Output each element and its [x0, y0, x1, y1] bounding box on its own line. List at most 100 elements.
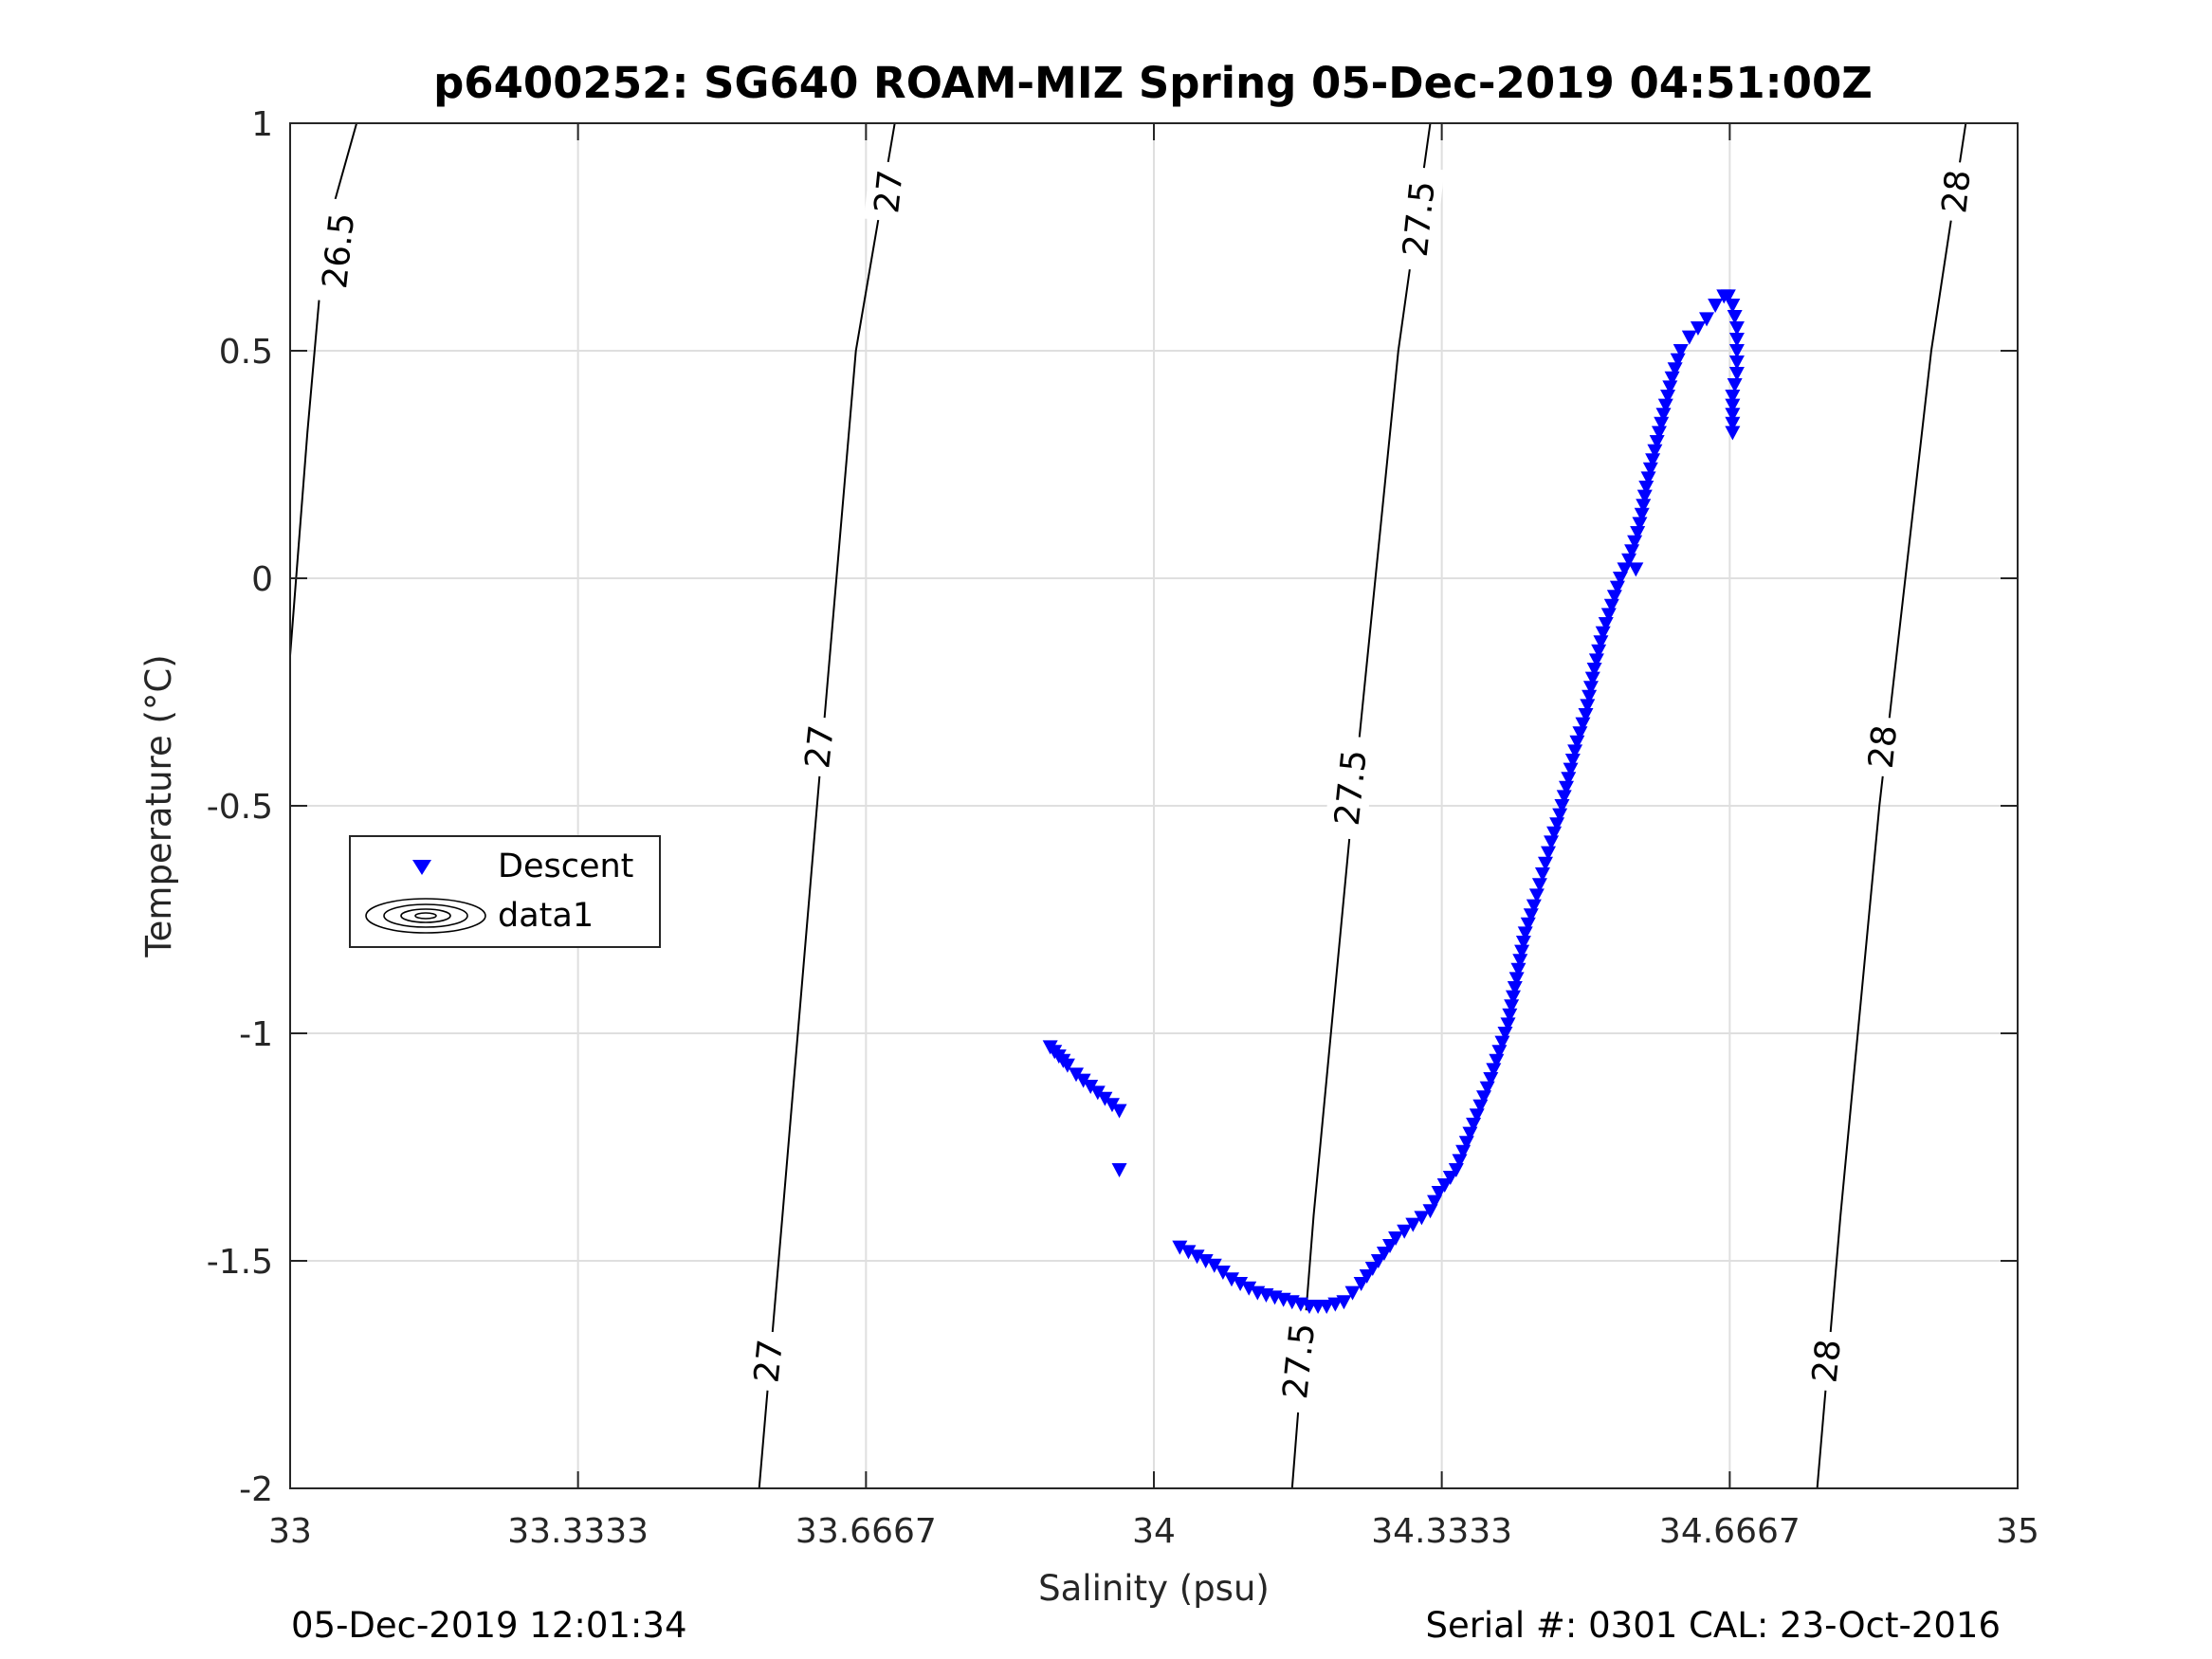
descent-point — [1638, 481, 1654, 495]
descent-point — [1636, 489, 1653, 504]
descent-point — [1588, 653, 1604, 668]
descent-point — [1647, 444, 1663, 459]
contour-label-bg — [1392, 165, 1445, 272]
descent-point — [1567, 744, 1583, 759]
descent-point — [1667, 362, 1683, 377]
contour-label-28: 28 — [1935, 168, 1979, 215]
descent-point — [1657, 398, 1673, 413]
descent-point — [1572, 726, 1588, 741]
descent-point — [1606, 590, 1622, 605]
legend-data1-label: data1 — [498, 897, 594, 935]
contour-label-27: 27 — [747, 1338, 791, 1385]
contour-label-bg — [1857, 715, 1907, 778]
descent-point — [1520, 917, 1536, 932]
legend-descent-marker — [412, 860, 431, 875]
descent-point — [1502, 1008, 1518, 1023]
contour-label-bg — [1271, 1307, 1325, 1414]
descent-point — [1581, 689, 1598, 704]
contour-label-27: 27 — [798, 723, 842, 771]
x-axis-label: Salinity (psu) — [1038, 1568, 1270, 1609]
descent-point — [1504, 999, 1520, 1014]
y-tick-label: -2 — [239, 1470, 273, 1509]
descent-point — [1534, 867, 1550, 882]
descent-point — [1586, 663, 1602, 677]
descent-point — [1728, 321, 1745, 336]
y-tick-label: 0 — [251, 560, 273, 599]
descent-point — [1197, 1254, 1214, 1268]
descent-point — [1319, 1300, 1335, 1314]
descent-point — [1531, 878, 1547, 893]
descent-point — [1206, 1258, 1222, 1273]
footer-serial-cal: Serial #: 0301 CAL: 23-Oct-2016 — [1425, 1605, 2001, 1646]
descent-point — [1728, 356, 1745, 370]
descent-point — [1517, 926, 1533, 941]
descent-point — [1720, 289, 1736, 304]
descent-point — [1651, 426, 1667, 441]
contour-label-27.5: 27.5 — [1328, 748, 1375, 828]
x-tick-label: 34 — [1132, 1512, 1176, 1551]
descent-point — [1512, 954, 1528, 969]
legend-descent-label: Descent — [498, 848, 633, 885]
descent-point — [1089, 1085, 1106, 1101]
y-tick-label: 0.5 — [219, 333, 273, 372]
descent-point — [1725, 416, 1741, 431]
y-axis-label: Temperature (°C) — [138, 654, 179, 957]
descent-point — [1621, 553, 1637, 568]
descent-point — [1609, 580, 1625, 595]
descent-point — [1515, 936, 1531, 950]
x-tick-label: 33.3333 — [507, 1512, 649, 1551]
footer-timestamp: 05-Dec-2019 12:01:34 — [291, 1605, 686, 1646]
descent-point — [1075, 1073, 1091, 1088]
descent-point — [1580, 699, 1596, 714]
descent-point — [1537, 856, 1553, 871]
descent-point — [1489, 1053, 1505, 1068]
descent-point — [1636, 499, 1652, 514]
descent-point — [1526, 899, 1542, 914]
descent-point — [1528, 888, 1545, 903]
descent-point — [1670, 353, 1686, 368]
descent-point — [1491, 1045, 1508, 1060]
descent-point — [1097, 1091, 1113, 1106]
descent-point — [1628, 562, 1644, 577]
contour-label-bg — [1324, 734, 1377, 841]
contour-label-28: 28 — [1805, 1338, 1849, 1385]
descent-point — [1664, 371, 1680, 386]
descent-point — [1595, 626, 1611, 641]
descent-point — [1654, 416, 1670, 431]
y-tick-label: 1 — [251, 105, 273, 144]
descent-point — [1442, 1171, 1458, 1185]
descent-point — [1414, 1211, 1430, 1226]
descent-point — [1172, 1240, 1188, 1255]
x-tick-label: 34.3333 — [1371, 1512, 1512, 1551]
descent-point — [1559, 780, 1575, 795]
descent-point — [1189, 1249, 1205, 1265]
y-tick-label: -0.5 — [207, 788, 273, 827]
descent-point — [1556, 790, 1572, 805]
descent-point — [1111, 1103, 1127, 1119]
descent-point — [1708, 299, 1724, 313]
descent-point — [1725, 390, 1741, 404]
descent-point — [1180, 1245, 1197, 1260]
descent-point — [1561, 772, 1577, 787]
descent-point — [1649, 435, 1665, 449]
descent-point — [1494, 1035, 1510, 1050]
density-contours: 26.5 27 27 27 27.5 27.5 27.5 28 28 28 — [289, 122, 1980, 1489]
descent-point — [1569, 735, 1585, 750]
descent-point — [1397, 1224, 1413, 1239]
x-tick-label: 34.6667 — [1659, 1512, 1801, 1551]
descent-point — [1336, 1295, 1352, 1310]
descent-point — [1241, 1281, 1257, 1296]
descent-point — [1662, 380, 1678, 395]
legend-box — [349, 835, 661, 948]
descent-point — [1405, 1217, 1421, 1232]
descent-point — [1370, 1254, 1386, 1268]
descent-point — [1591, 644, 1607, 659]
descent-point — [1699, 312, 1715, 327]
descent-point — [1728, 344, 1745, 358]
descent-point — [1598, 617, 1614, 631]
descent-point — [1327, 1297, 1344, 1312]
descent-point — [1582, 681, 1599, 696]
descent-point — [1514, 944, 1530, 959]
descent-point — [1624, 544, 1640, 559]
descent-point — [1630, 526, 1646, 540]
